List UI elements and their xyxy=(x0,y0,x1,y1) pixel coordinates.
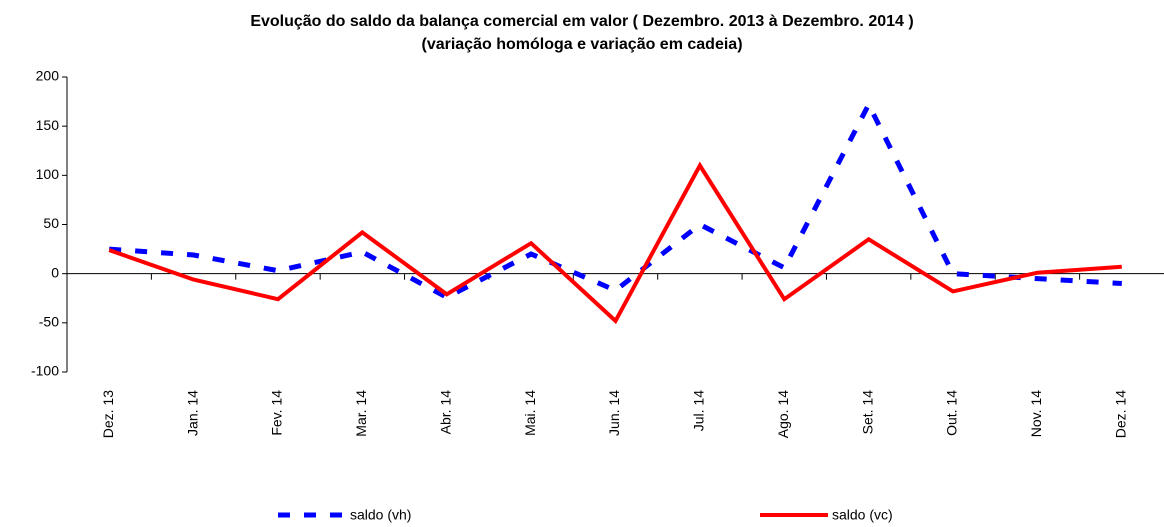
x-tick-label: Dez. 14 xyxy=(1113,390,1129,438)
x-tick-label: Set. 14 xyxy=(859,390,875,435)
y-tick-label: -50 xyxy=(39,314,59,330)
y-tick-label: 150 xyxy=(36,117,60,133)
y-tick-label: 200 xyxy=(36,68,60,84)
x-tick-label: Jan. 14 xyxy=(184,390,200,436)
x-tick-label: Abr. 14 xyxy=(437,390,453,435)
x-tick-label: Mai. 14 xyxy=(522,390,538,436)
x-tick-label: Nov. 14 xyxy=(1028,390,1044,437)
y-tick-label: 100 xyxy=(36,166,60,182)
y-tick-label: -100 xyxy=(31,363,59,379)
series-line xyxy=(109,98,1122,301)
x-tick-label: Dez. 13 xyxy=(100,390,116,438)
chart-title: Evolução do saldo da balança comercial e… xyxy=(250,13,913,30)
x-tick-label: Jun. 14 xyxy=(606,390,622,436)
x-tick-label: Mar. 14 xyxy=(353,390,369,437)
y-tick-label: 0 xyxy=(51,264,59,280)
y-tick-label: 50 xyxy=(43,215,59,231)
x-tick-label: Fev. 14 xyxy=(269,390,285,436)
x-tick-label: Out. 14 xyxy=(944,390,960,436)
series-line xyxy=(108,161,1122,325)
chart-subtitle: (variação homóloga e variação em cadeia) xyxy=(421,36,742,53)
x-tick-label: Ago. 14 xyxy=(775,390,791,438)
x-tick-label: Jul. 14 xyxy=(691,390,707,431)
legend-label: saldo (vh) xyxy=(350,507,411,523)
legend-label: saldo (vc) xyxy=(832,507,893,523)
